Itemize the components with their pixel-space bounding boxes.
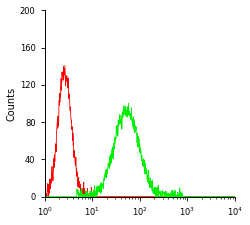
Y-axis label: Counts: Counts [7,86,17,121]
